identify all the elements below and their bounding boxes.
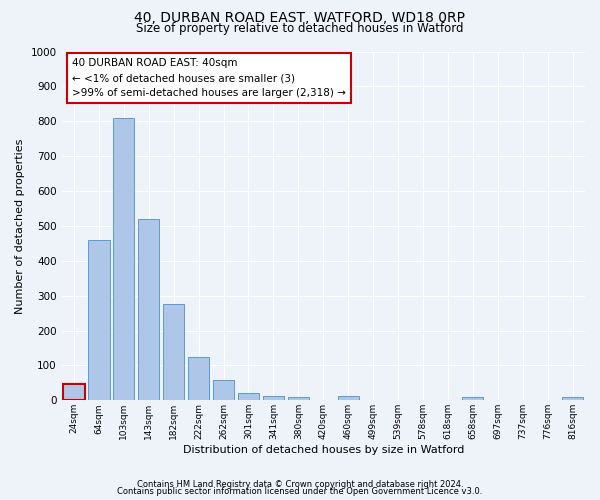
Text: Contains public sector information licensed under the Open Government Licence v3: Contains public sector information licen… [118,487,482,496]
Bar [562,397,583,400]
Bar [213,380,234,400]
X-axis label: Distribution of detached houses by size in Watford: Distribution of detached houses by size … [182,445,464,455]
Bar [163,304,184,400]
Bar [263,396,284,400]
Bar [88,240,110,400]
Bar [113,118,134,401]
Text: 40 DURBAN ROAD EAST: 40sqm
← <1% of detached houses are smaller (3)
>99% of semi: 40 DURBAN ROAD EAST: 40sqm ← <1% of deta… [72,58,346,98]
Bar [64,384,85,400]
Bar [238,392,259,400]
Text: 40, DURBAN ROAD EAST, WATFORD, WD18 0RP: 40, DURBAN ROAD EAST, WATFORD, WD18 0RP [134,11,466,25]
Bar [138,219,160,400]
Bar [462,397,484,400]
Bar [338,396,359,400]
Bar [288,397,309,400]
Bar [188,358,209,401]
Text: Contains HM Land Registry data © Crown copyright and database right 2024.: Contains HM Land Registry data © Crown c… [137,480,463,489]
Y-axis label: Number of detached properties: Number of detached properties [15,138,25,314]
Text: Size of property relative to detached houses in Watford: Size of property relative to detached ho… [136,22,464,35]
